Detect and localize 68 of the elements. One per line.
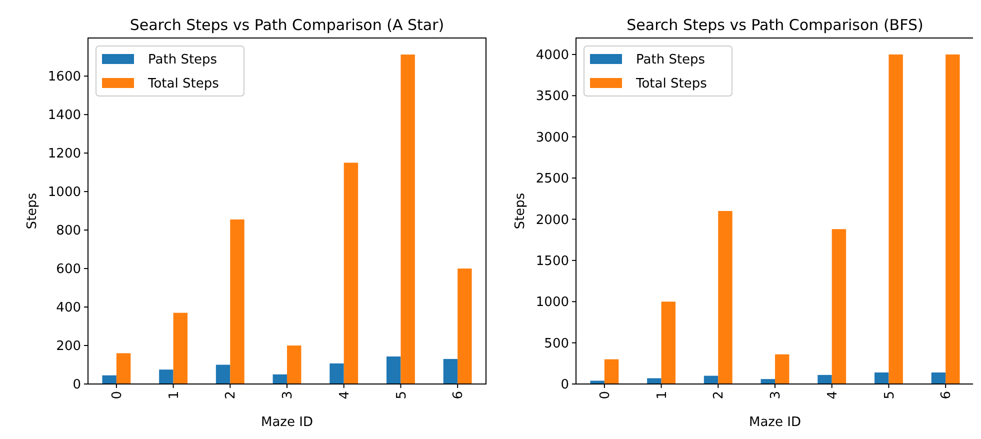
legend-label: Path Steps: [636, 52, 706, 68]
x-tick-label: 1: [654, 391, 670, 400]
x-axis-title: Maze ID: [261, 415, 313, 430]
bar: [330, 363, 344, 384]
bar: [946, 54, 960, 384]
chart-title: Search Steps vs Path Comparison (A Star): [130, 16, 444, 34]
x-tick-label: 2: [224, 391, 239, 400]
bar: [704, 376, 718, 384]
y-tick-label: 1500: [536, 254, 569, 269]
bar: [458, 268, 472, 384]
x-tick-label: 6: [939, 391, 954, 400]
y-tick-label: 200: [56, 339, 81, 354]
y-axis-title: Steps: [513, 192, 528, 230]
x-axis-title: Maze ID: [749, 415, 801, 430]
y-tick-label: 3500: [536, 89, 569, 104]
x-tick-label: 1: [166, 391, 182, 400]
bar: [272, 374, 287, 384]
x-tick-label: 3: [768, 391, 784, 400]
bar: [173, 312, 188, 384]
bar: [400, 54, 415, 384]
y-tick-label: 1200: [48, 146, 81, 162]
bar: [931, 372, 946, 384]
bar: [230, 219, 244, 384]
x-tick-label: 6: [451, 391, 466, 400]
bar: [102, 375, 116, 384]
legend-label: Path Steps: [148, 52, 218, 68]
chart-title: Search Steps vs Path Comparison (BFS): [626, 16, 924, 34]
y-tick-label: 4000: [536, 48, 569, 64]
y-tick-label: 600: [56, 262, 81, 278]
bar: [888, 54, 903, 384]
x-tick-label: 2: [712, 391, 727, 400]
y-tick-label: 3000: [536, 130, 569, 146]
x-tick-label: 5: [882, 391, 898, 400]
y-tick-label: 1000: [48, 185, 81, 200]
bar: [760, 379, 775, 384]
y-tick-label: 1400: [48, 108, 81, 124]
bar: [159, 370, 174, 384]
bar: [661, 302, 676, 384]
bar: [718, 211, 732, 384]
y-tick-label: 800: [56, 224, 81, 239]
x-tick-label: 4: [337, 391, 352, 400]
bar: [647, 378, 662, 384]
bar: [590, 380, 604, 384]
y-tick-label: 1000: [536, 295, 569, 310]
bar: [116, 353, 131, 384]
y-tick-label: 1600: [48, 70, 81, 85]
bar: [604, 359, 619, 384]
bar: [386, 356, 401, 384]
bar: [443, 358, 458, 384]
bar: [216, 364, 230, 384]
legend-label: Total Steps: [635, 76, 708, 92]
y-tick-label: 400: [56, 300, 81, 316]
x-tick-label: 0: [598, 391, 613, 400]
x-tick-label: 3: [280, 391, 296, 400]
x-tick-label: 5: [394, 391, 410, 400]
bar: [818, 374, 832, 384]
bar: [344, 162, 358, 384]
y-tick-label: 500: [544, 336, 569, 352]
bar: [874, 372, 889, 384]
bar: [287, 346, 302, 384]
legend-label: Total Steps: [147, 76, 220, 92]
y-tick-label: 2500: [536, 172, 569, 187]
bar: [832, 229, 846, 384]
y-axis-title: Steps: [25, 192, 40, 230]
x-tick-label: 4: [825, 391, 840, 400]
y-tick-label: 2000: [536, 212, 569, 228]
x-tick-label: 0: [110, 391, 125, 400]
bar: [775, 354, 790, 384]
